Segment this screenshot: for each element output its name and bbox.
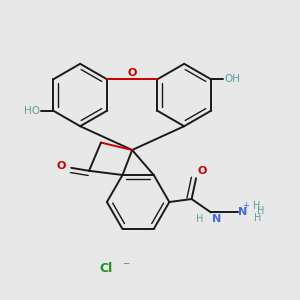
Text: N: N [212, 214, 221, 224]
Text: ⁻: ⁻ [122, 260, 129, 274]
Text: HO: HO [24, 106, 40, 116]
Text: H: H [196, 214, 203, 224]
Text: O: O [56, 161, 66, 171]
Text: Cl: Cl [100, 262, 113, 275]
Text: OH: OH [225, 74, 241, 84]
Text: O: O [198, 166, 207, 176]
Text: N: N [238, 207, 248, 217]
Text: H: H [254, 213, 261, 223]
Text: H: H [257, 206, 265, 216]
Text: O: O [128, 68, 137, 78]
Text: H: H [253, 201, 260, 211]
Text: +: + [243, 201, 249, 210]
